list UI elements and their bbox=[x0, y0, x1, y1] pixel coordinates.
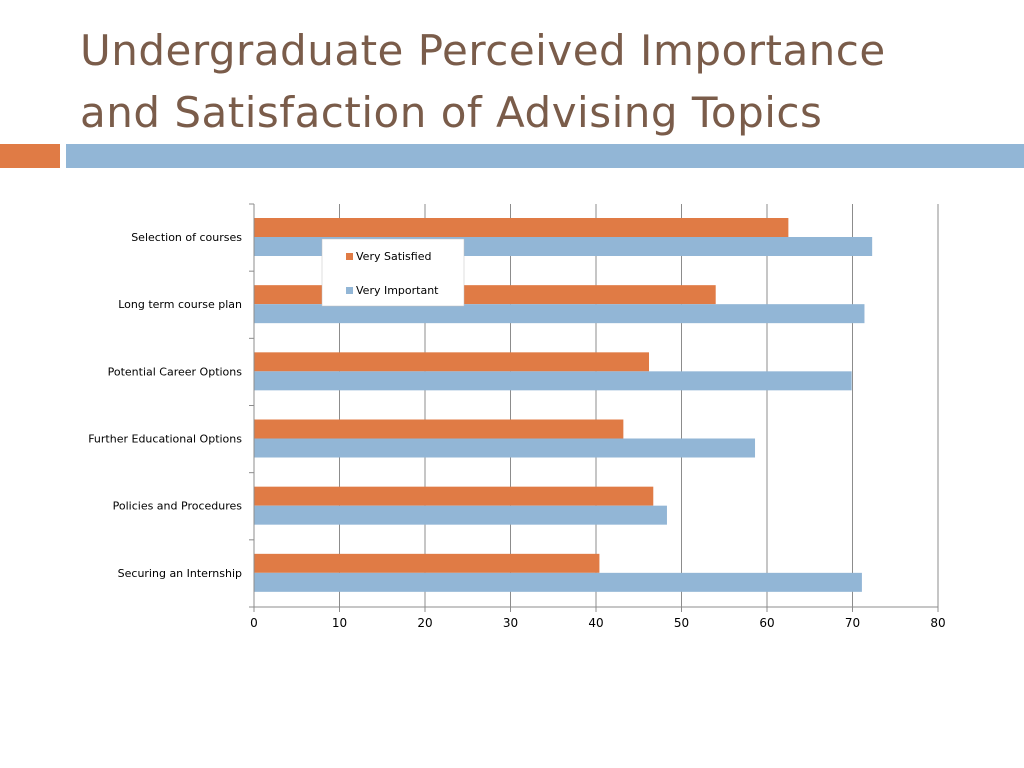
x-tick-label: 10 bbox=[332, 616, 347, 630]
bar bbox=[254, 218, 789, 237]
x-tick-label: 20 bbox=[417, 616, 432, 630]
slide-title: Undergraduate Perceived Importance and S… bbox=[80, 26, 886, 137]
x-tick-label: 50 bbox=[674, 616, 689, 630]
bar bbox=[254, 572, 862, 592]
bar bbox=[254, 553, 600, 573]
x-tick-label: 60 bbox=[759, 616, 774, 630]
category-label: Policies and Procedures bbox=[113, 500, 243, 513]
legend-swatch bbox=[346, 253, 353, 260]
x-tick-label: 80 bbox=[930, 616, 945, 630]
bar bbox=[254, 486, 654, 506]
x-tick-label: 70 bbox=[845, 616, 860, 630]
bar bbox=[254, 438, 756, 458]
legend-swatch bbox=[346, 287, 353, 294]
category-label: Selection of courses bbox=[131, 231, 242, 244]
bar bbox=[254, 352, 650, 372]
legend-label: Very Satisfied bbox=[356, 250, 431, 263]
bar bbox=[254, 419, 624, 439]
category-label: Long term course plan bbox=[118, 298, 242, 311]
labels: 0 10 20 30 40 50 60 70 80 Selection of courses Lon… bbox=[88, 231, 945, 630]
bar bbox=[254, 304, 865, 324]
bar bbox=[254, 371, 852, 391]
legend-box bbox=[321, 238, 465, 307]
category-label: Potential Career Options bbox=[108, 365, 243, 378]
legend-label: Very Important bbox=[356, 284, 439, 297]
accent-bar-orange bbox=[0, 144, 60, 168]
category-label: Securing an Internship bbox=[118, 567, 242, 580]
bar bbox=[254, 505, 667, 525]
x-tick-label: 40 bbox=[588, 616, 603, 630]
x-tick-label: 30 bbox=[503, 616, 518, 630]
axes bbox=[249, 203, 939, 612]
legend: Very Satisfied Very Important bbox=[321, 238, 465, 307]
x-tick-label: 0 bbox=[250, 616, 258, 630]
category-label: Further Educational Options bbox=[88, 433, 242, 446]
accent-bar-blue bbox=[66, 144, 1024, 168]
